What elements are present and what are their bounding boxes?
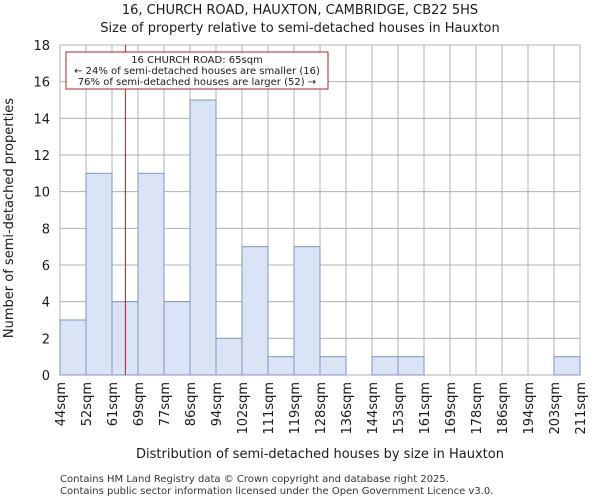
x-tick-label: 144sqm (366, 382, 381, 435)
histogram-bar (553, 356, 581, 376)
x-tick-label: 77sqm (158, 382, 173, 426)
axis-layer: 0 2 4 6 8 10 12 14 16 18 44sqm 52sqm 61sqm 69sqm 77sqm… (33, 39, 589, 435)
chart-title: 16, CHURCH ROAD, HAUXTON, CAMBRIDGE, CB2… (122, 3, 478, 18)
histogram-bar (189, 99, 217, 376)
x-tick-label: 136sqm (340, 382, 355, 435)
x-tick-label: 203sqm (548, 382, 563, 435)
y-tick-label: 16 (33, 76, 50, 91)
x-axis-label: Distribution of semi-detached houses by … (136, 447, 504, 462)
x-tick-label: 153sqm (392, 382, 407, 435)
histogram-bar (267, 356, 295, 376)
y-tick-label: 10 (33, 186, 50, 201)
histogram-bar (371, 356, 399, 376)
x-tick-label: 52sqm (80, 382, 95, 426)
x-tick-label: 102sqm (236, 382, 251, 435)
footer-line-1: Contains HM Land Registry data © Crown c… (60, 474, 449, 485)
x-tick-label: 211sqm (574, 382, 589, 435)
y-tick-label: 18 (33, 39, 50, 54)
x-tick-label: 128sqm (314, 382, 329, 435)
y-tick-label: 12 (33, 149, 50, 164)
y-tick-label: 0 (42, 369, 50, 384)
x-tick-label: 119sqm (288, 382, 303, 435)
annotation-larger: 76% of semi-detached houses are larger (… (78, 77, 316, 88)
y-axis-label: Number of semi-detached properties (2, 98, 17, 338)
histogram-bar (85, 172, 113, 376)
histogram-bar (137, 172, 165, 376)
histogram-bar (397, 356, 425, 376)
x-tick-label: 194sqm (522, 382, 537, 435)
x-tick-label: 169sqm (444, 382, 459, 435)
x-tick-label: 178sqm (470, 382, 485, 435)
histogram-bar (319, 356, 347, 376)
x-tick-label: 186sqm (496, 382, 511, 435)
footer-line-2: Contains public sector information licen… (60, 486, 493, 497)
y-tick-label: 2 (42, 332, 50, 347)
x-tick-label: 44sqm (54, 382, 69, 426)
annotation-box (65, 51, 329, 90)
x-tick-label: 161sqm (418, 382, 433, 435)
histogram-bar (215, 337, 243, 376)
histogram-bar (163, 301, 191, 376)
chart-subtitle: Size of property relative to semi-detach… (100, 21, 500, 36)
y-tick-label: 8 (42, 222, 50, 237)
histogram-bar (241, 246, 269, 376)
histogram-bar (59, 319, 87, 376)
y-tick-label: 14 (33, 112, 50, 127)
y-tick-label: 4 (42, 296, 50, 311)
annotation-title: 16 CHURCH ROAD: 65sqm (131, 55, 263, 66)
annotation-smaller: ← 24% of semi-detached houses are smalle… (74, 66, 320, 77)
x-tick-label: 111sqm (262, 382, 277, 435)
x-tick-label: 69sqm (132, 382, 147, 426)
x-tick-label: 86sqm (184, 382, 199, 426)
x-tick-label: 61sqm (106, 382, 121, 426)
x-tick-label: 94sqm (210, 382, 225, 426)
y-tick-label: 6 (42, 259, 50, 274)
histogram-bar (293, 246, 321, 376)
marker-layer: 16 CHURCH ROAD: 65sqm← 24% of semi-detac… (65, 45, 329, 375)
